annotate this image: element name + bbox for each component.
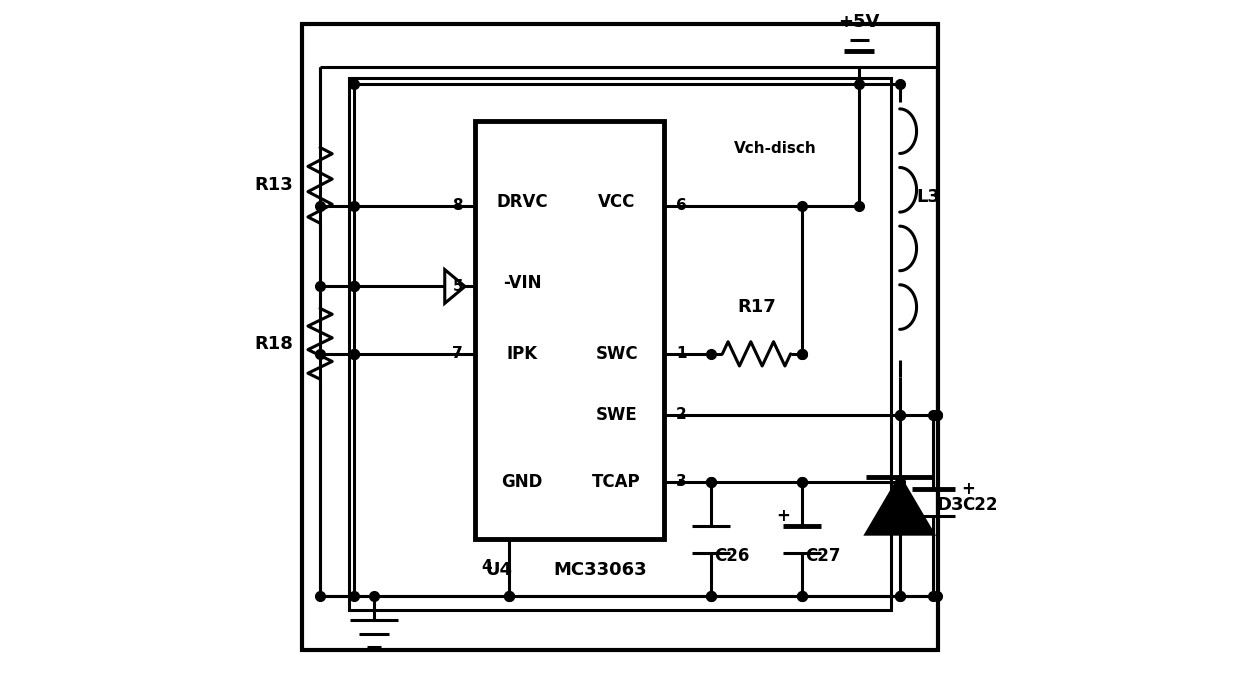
Text: Vch-disch: Vch-disch — [734, 141, 816, 156]
Text: D3: D3 — [936, 497, 965, 514]
Text: VCC: VCC — [598, 193, 635, 211]
Text: 1: 1 — [676, 346, 687, 361]
Text: U4: U4 — [485, 561, 512, 578]
Bar — [475, 121, 663, 539]
Text: 3: 3 — [676, 474, 687, 489]
Text: 7: 7 — [453, 346, 463, 361]
Text: 2: 2 — [676, 407, 687, 422]
Text: L3: L3 — [916, 188, 940, 206]
Text: TCAP: TCAP — [593, 473, 641, 491]
Polygon shape — [866, 477, 934, 534]
Text: SWE: SWE — [595, 406, 637, 423]
Bar — [348, 78, 892, 610]
Text: MC33063: MC33063 — [553, 561, 646, 578]
Text: SWC: SWC — [595, 345, 637, 363]
Text: GND: GND — [502, 473, 543, 491]
Text: 8: 8 — [453, 198, 463, 213]
Text: -VIN: -VIN — [503, 274, 542, 292]
Text: R17: R17 — [737, 298, 776, 315]
Text: +: + — [776, 507, 790, 524]
Text: R13: R13 — [254, 177, 293, 194]
Text: 4: 4 — [481, 559, 492, 574]
Text: +5V: +5V — [838, 13, 880, 30]
Text: +: + — [962, 480, 976, 497]
Text: 6: 6 — [676, 198, 687, 213]
Text: C27: C27 — [805, 547, 841, 565]
Text: C22: C22 — [962, 497, 997, 514]
Text: IPK: IPK — [507, 345, 538, 363]
Text: DRVC: DRVC — [496, 193, 548, 211]
Text: C26: C26 — [714, 547, 750, 565]
Text: 7: 7 — [453, 346, 463, 361]
Text: 5: 5 — [453, 279, 463, 294]
Text: R18: R18 — [254, 335, 293, 353]
